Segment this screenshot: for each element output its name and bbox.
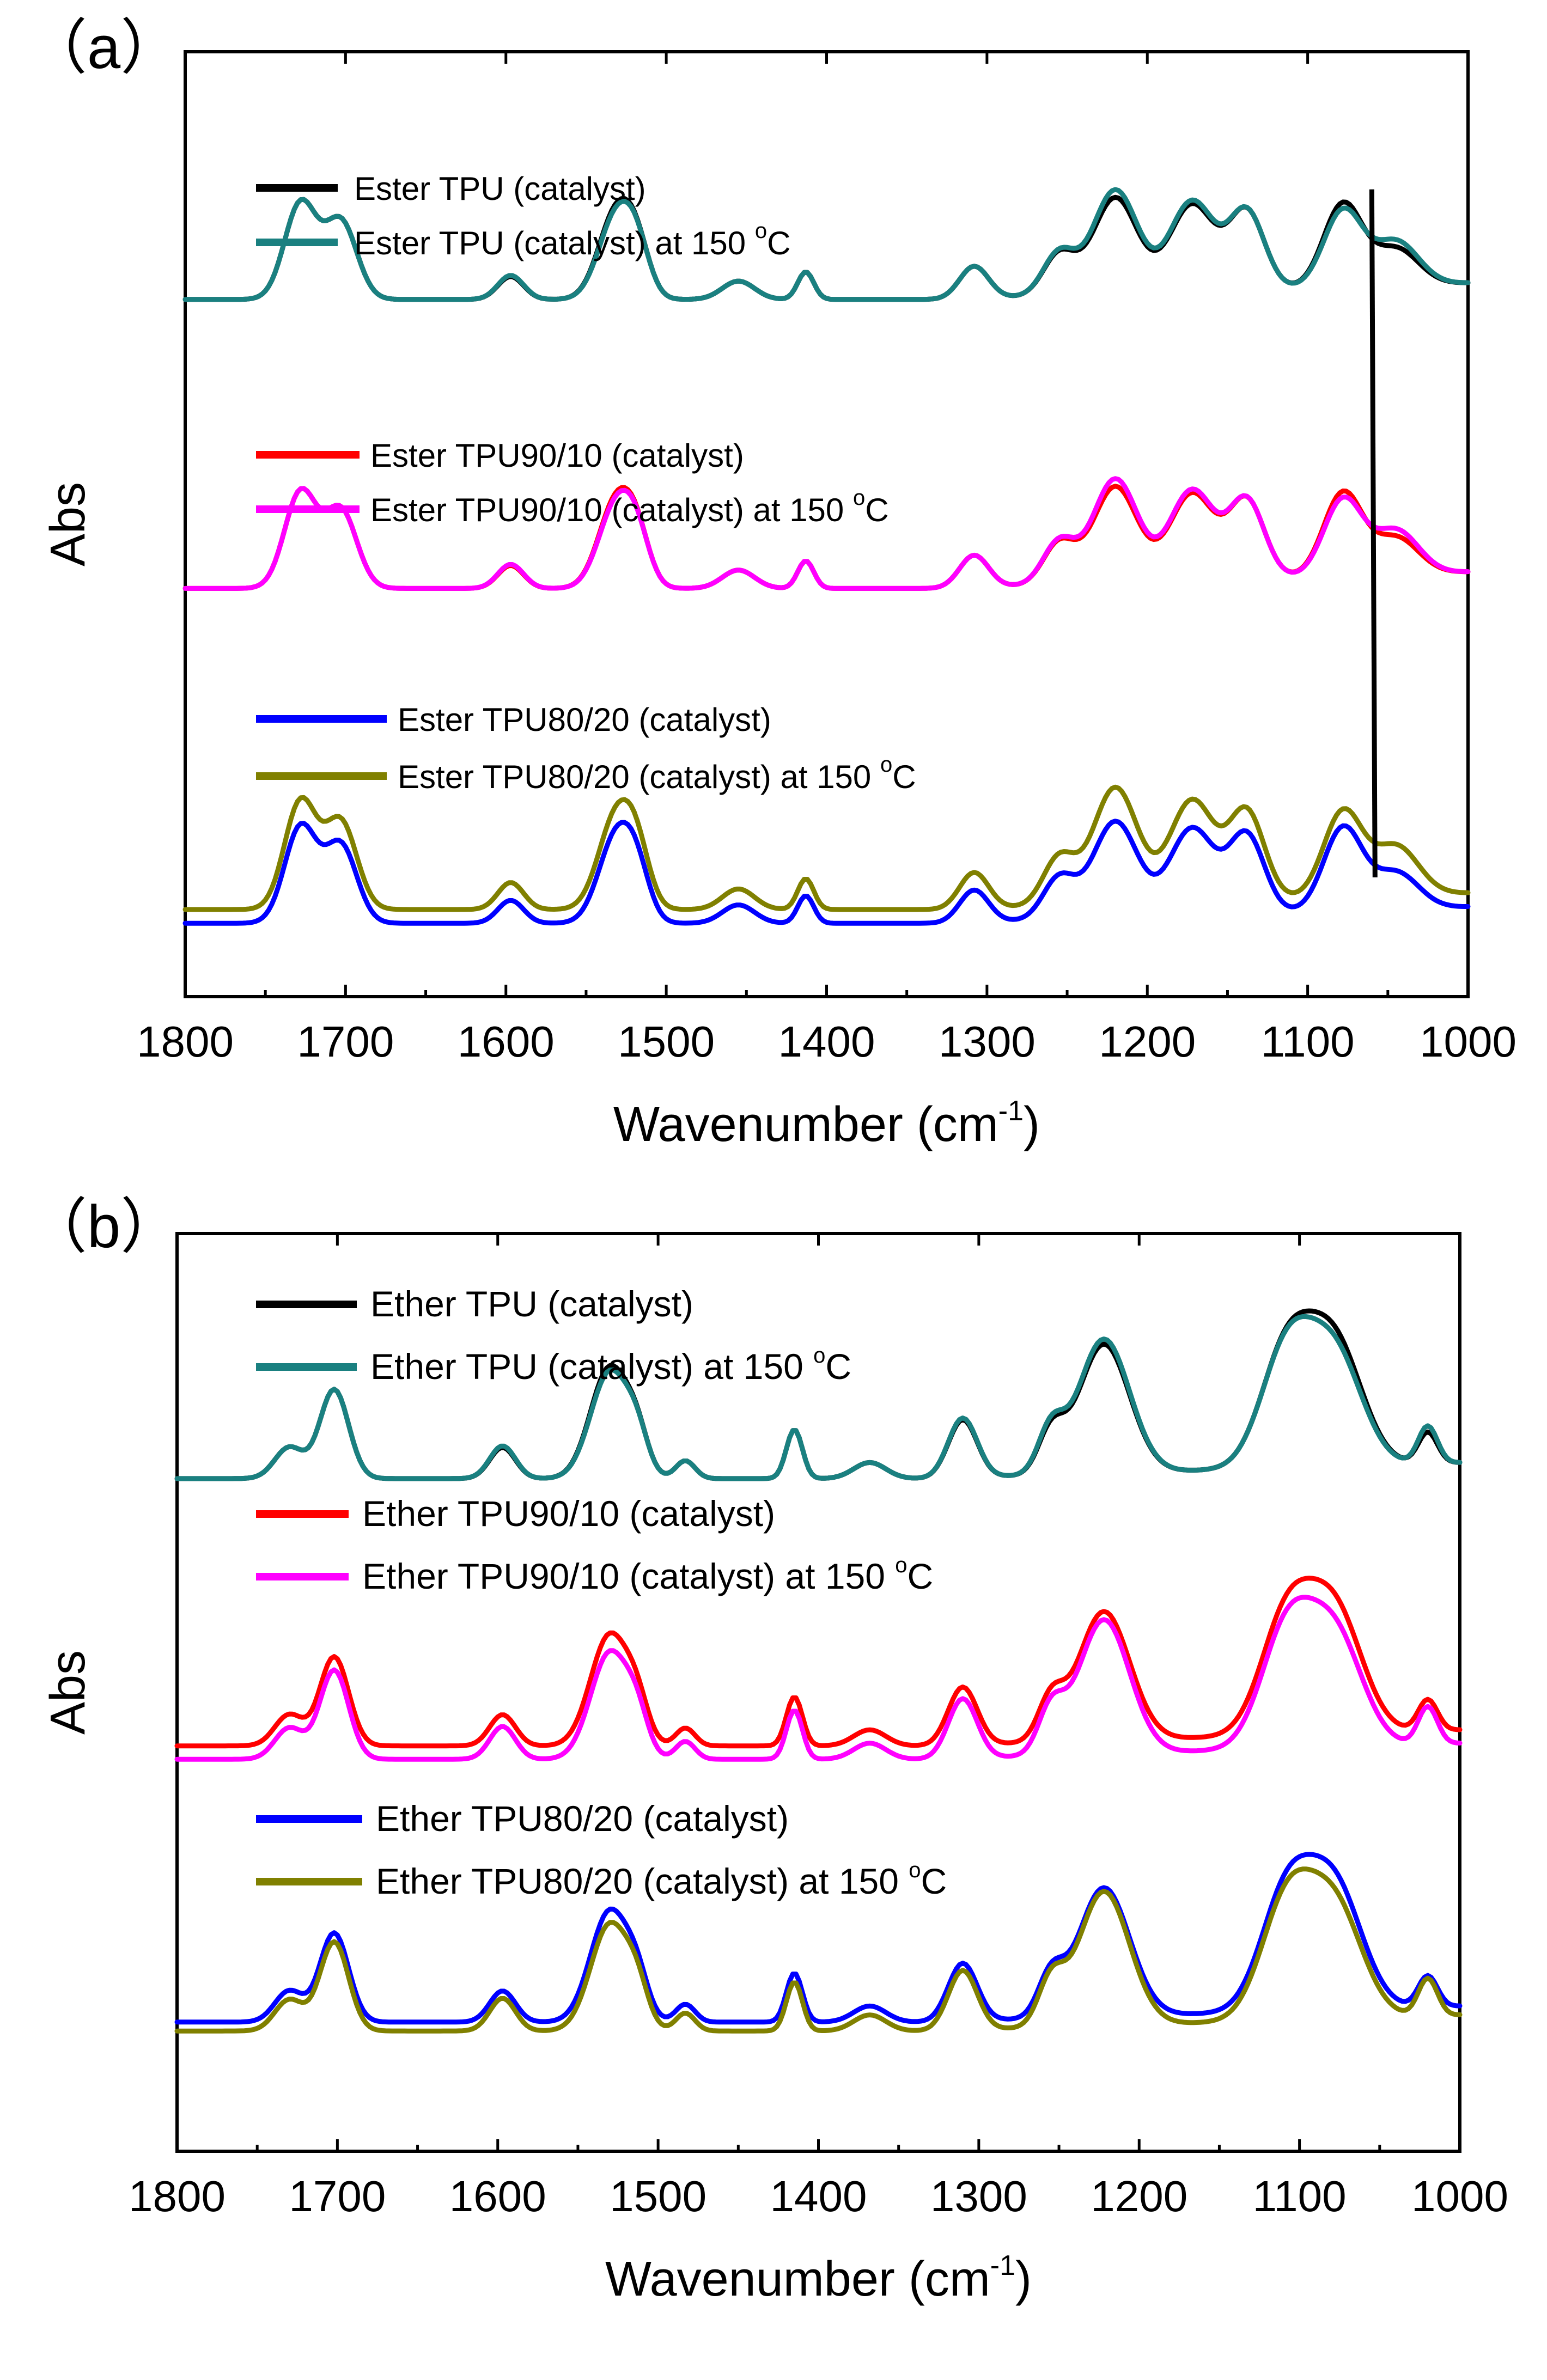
legend-degree: o [853,486,865,510]
x-tick-label: 1800 [129,2172,226,2220]
series-line-1 [174,1314,1463,1481]
legend-unit: C [825,1346,851,1387]
x-axis-title-main: Wavenumber (cm [613,1097,998,1152]
legend-label-text: Ester TPU80/20 (catalyst) at 150 [398,759,880,795]
vertical-marker-line [1369,189,1378,878]
legend-label-2: Ester TPU90/10 (catalyst) [370,437,744,474]
x-axis-title: Wavenumber (cm-1) [613,1095,1040,1152]
legend-label-5: Ether TPU80/20 (catalyst) at 150 oC [376,1858,947,1901]
legend-label-2: Ether TPU90/10 (catalyst) [362,1493,775,1534]
x-axis-title-close: ) [1015,2252,1032,2306]
y-axis-title: Abs [41,482,95,566]
x-tick-label: 1300 [930,2172,1027,2220]
panel-a: 1800 1700 1600 1500 1400 1300 1200 1100 1000 Wave… [27,14,1516,1152]
x-tick-label: 1700 [297,1017,394,1066]
x-tick-label: 1300 [939,1017,1036,1066]
legend-label-text: Ether TPU90/10 (catalyst) [362,1493,775,1534]
series-line-5 [182,784,1471,912]
legend-unit: C [892,759,916,795]
x-axis-title-sup: -1 [990,2250,1015,2281]
x-tick-label: 1000 [1420,1017,1516,1066]
legend-label-text: Ester TPU90/10 (catalyst) [370,437,744,474]
legend-degree: o [909,1858,921,1882]
x-tick-label: 1600 [449,2172,546,2220]
legend-degree: o [755,219,767,243]
x-tick-label: 1600 [458,1017,555,1066]
x-tick-label: 1800 [137,1017,234,1066]
x-tick-label: 1400 [770,2172,867,2220]
legend-label-3: Ether TPU90/10 (catalyst) at 150 oC [362,1553,933,1596]
x-tick-label: 1000 [1411,2172,1508,2220]
series-line-4 [182,819,1471,926]
legend-label-text: Ether TPU (catalyst) at 150 [370,1346,813,1387]
legend-label-1: Ether TPU (catalyst) at 150 oC [370,1344,851,1387]
series-line-3 [174,1595,1463,1762]
x-tick-label: 1200 [1091,2172,1187,2220]
legend-label-text: Ether TPU (catalyst) [370,1284,693,1324]
legend-degree: o [895,1553,907,1577]
series-line-3 [182,476,1471,591]
x-tick-label: 1200 [1099,1017,1196,1066]
x-tick-label: 1500 [618,1017,715,1066]
series-line-2 [174,1576,1463,1749]
x-tick-label: 1100 [1261,1017,1355,1066]
legend-label-text: Ester TPU (catalyst) at 150 [354,225,755,261]
legend-degree: o [813,1344,825,1368]
x-axis-title-main: Wavenumber (cm [605,2252,990,2306]
x-axis-title-close: ) [1024,1097,1040,1152]
legend-label-0: Ether TPU (catalyst) [370,1284,693,1324]
panel-label: （b） [27,1193,180,1260]
legend-label-text: Ether TPU80/20 (catalyst) at 150 [376,1861,909,1901]
legend-label-text: Ether TPU80/20 (catalyst) [376,1798,789,1839]
y-axis-title: Abs [41,1650,95,1735]
legend-unit: C [865,492,888,528]
x-tick-label: 1100 [1253,2172,1347,2220]
x-axis-title: Wavenumber (cm-1) [605,2250,1032,2306]
x-tick-label: 1700 [289,2172,386,2220]
series-line-1 [182,187,1471,302]
x-tick-label: 1400 [778,1017,875,1066]
legend-unit: C [908,1556,934,1596]
legend-unit: C [921,1861,947,1901]
legend-label-text: Ester TPU (catalyst) [354,170,646,207]
panel-label: （a） [27,14,180,81]
series-line-5 [174,1866,1463,2034]
legend-label-text: Ester TPU90/10 (catalyst) at 150 [370,492,853,528]
legend-label-5: Ester TPU80/20 (catalyst) at 150 oC [398,753,916,795]
x-axis-title-sup: -1 [998,1095,1024,1127]
legend-label-text: Ester TPU80/20 (catalyst) [398,701,771,738]
legend-label-1: Ester TPU (catalyst) at 150 oC [354,219,790,261]
legend-label-0: Ester TPU (catalyst) [354,170,646,207]
legend-label-4: Ether TPU80/20 (catalyst) [376,1798,789,1839]
x-tick-label: 1500 [610,2172,706,2220]
series-line-4 [174,1852,1463,2025]
legend-label-3: Ester TPU90/10 (catalyst) at 150 oC [370,486,889,528]
legend-label-4: Ester TPU80/20 (catalyst) [398,701,771,738]
legend-degree: o [880,753,892,777]
legend-unit: C [767,225,790,261]
panel-b: 1800 1700 1600 1500 1400 1300 1200 1100 1000 Wave… [27,1193,1508,2306]
legend-label-text: Ether TPU90/10 (catalyst) at 150 [362,1556,895,1596]
